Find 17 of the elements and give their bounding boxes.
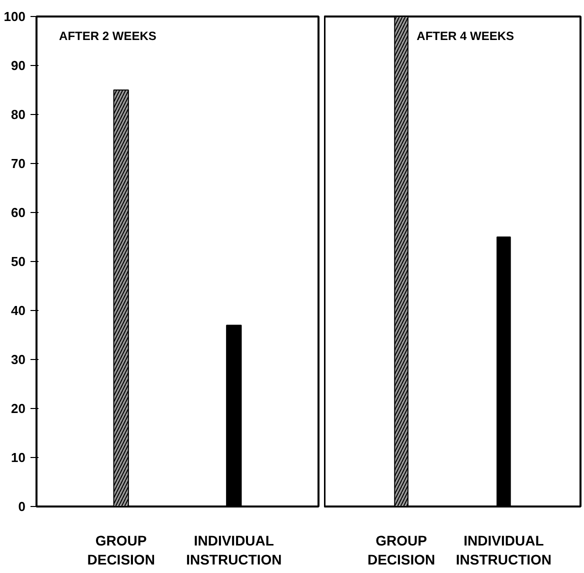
y-tick-label: 30: [11, 352, 26, 367]
y-tick-label: 90: [11, 58, 26, 73]
y-tick-label: 80: [11, 107, 26, 122]
y-tick-label: 50: [11, 254, 26, 269]
y-tick-label: 10: [11, 450, 26, 465]
x-tick-label: INDIVIDUAL INSTRUCTION: [456, 532, 552, 568]
y-tick-label: 70: [11, 156, 26, 171]
annotation: AFTER 4 WEEKS: [416, 29, 514, 44]
annotation: AFTER 2 WEEKS: [59, 29, 156, 44]
x-tick-label: GROUP DECISION: [367, 532, 436, 568]
x-tick-label: GROUP DECISION: [87, 532, 155, 568]
y-tick-label: 60: [11, 205, 26, 220]
x-tick-label: INDIVIDUAL INSTRUCTION: [186, 532, 282, 568]
y-tick-label: 0: [18, 499, 26, 514]
y-tick-label: 100: [4, 9, 26, 24]
y-tick-label: 20: [11, 401, 26, 416]
y-tick-label: 40: [11, 303, 26, 318]
